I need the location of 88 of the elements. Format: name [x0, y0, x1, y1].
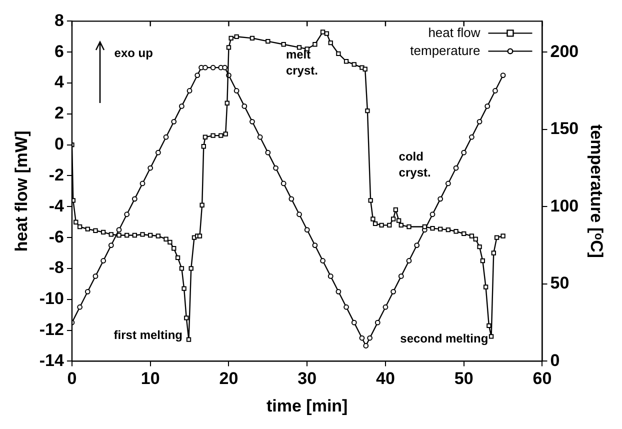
annotation: melt cryst.	[286, 48, 318, 78]
point	[210, 64, 216, 70]
point	[344, 304, 349, 310]
x-tick-label: 50	[454, 369, 474, 388]
x-tick-label: 30	[298, 369, 317, 388]
point	[84, 288, 90, 294]
point	[273, 165, 278, 171]
y-tick-label: -4	[48, 196, 65, 216]
y-tick-label: 2	[54, 104, 64, 123]
y-tick-label: 8	[54, 10, 64, 30]
point	[202, 64, 208, 70]
x-tick-label: 60	[532, 369, 552, 388]
point	[406, 258, 412, 264]
point	[476, 118, 482, 124]
annotation: cold cryst.	[398, 150, 431, 180]
point	[148, 165, 154, 171]
point	[414, 242, 420, 248]
point	[155, 150, 161, 156]
x-tick-label: 20	[219, 369, 238, 388]
point	[304, 227, 310, 233]
point	[171, 118, 177, 124]
point	[328, 274, 334, 279]
point	[265, 150, 271, 156]
y-axis-title: heat flow [mW]	[12, 130, 31, 252]
point	[92, 274, 98, 279]
y-tick-label: 0	[54, 134, 64, 154]
annotation: second melting	[400, 331, 488, 346]
point	[359, 335, 365, 341]
point	[296, 212, 302, 218]
y-tick-label: -14	[39, 350, 65, 370]
point	[382, 304, 388, 310]
legend-label: temperature	[410, 42, 480, 58]
x-tick-label: 40	[376, 369, 395, 388]
point	[453, 165, 459, 171]
y-tick-label: -8	[48, 258, 64, 278]
point	[461, 150, 467, 156]
point	[140, 180, 146, 186]
x-tick-label: 10	[140, 369, 160, 388]
point	[367, 335, 373, 341]
legend-label: heat flow	[428, 24, 481, 40]
point	[242, 104, 248, 109]
point	[468, 134, 474, 140]
y2-tick-label: 150	[550, 119, 579, 138]
point	[77, 304, 83, 310]
y-tick-label: -2	[48, 165, 64, 184]
y2-tick-label: 50	[550, 274, 570, 293]
y-tick-label: 4	[54, 72, 64, 92]
point	[116, 227, 122, 233]
point	[438, 196, 444, 202]
point	[132, 196, 138, 202]
y-tick-label: 6	[54, 42, 64, 61]
y-tick-label: -12	[39, 320, 64, 339]
y-tick-label: -10	[39, 289, 64, 308]
point	[163, 134, 169, 140]
point	[500, 72, 506, 78]
y2-tick-label: 0	[550, 350, 560, 370]
point	[351, 320, 357, 326]
annotation: first melting	[114, 328, 182, 342]
point	[250, 118, 255, 124]
point	[484, 104, 490, 109]
point	[234, 88, 240, 94]
y2-tick-label: 100	[550, 196, 579, 216]
point	[186, 88, 192, 94]
point	[222, 64, 228, 70]
point	[108, 242, 114, 248]
point	[194, 72, 200, 78]
point	[492, 88, 498, 94]
point	[100, 258, 106, 264]
point	[280, 180, 286, 186]
point	[374, 320, 380, 326]
point	[445, 180, 451, 186]
point	[124, 212, 130, 218]
point	[257, 134, 263, 140]
y2-axis-title: temperature [ᵒC]	[587, 124, 606, 258]
point	[179, 104, 184, 109]
point	[312, 242, 318, 248]
point	[363, 343, 369, 348]
y2-tick-label: 200	[550, 42, 579, 61]
point	[320, 258, 326, 264]
point	[390, 288, 396, 294]
point	[430, 212, 436, 218]
point	[288, 196, 294, 202]
y-tick-label: -6	[48, 227, 64, 246]
annotation: exo up	[114, 46, 153, 60]
x-axis-title: time [min]	[266, 396, 348, 416]
point	[398, 274, 404, 279]
x-tick-label: 0	[67, 369, 77, 388]
point	[336, 288, 342, 294]
